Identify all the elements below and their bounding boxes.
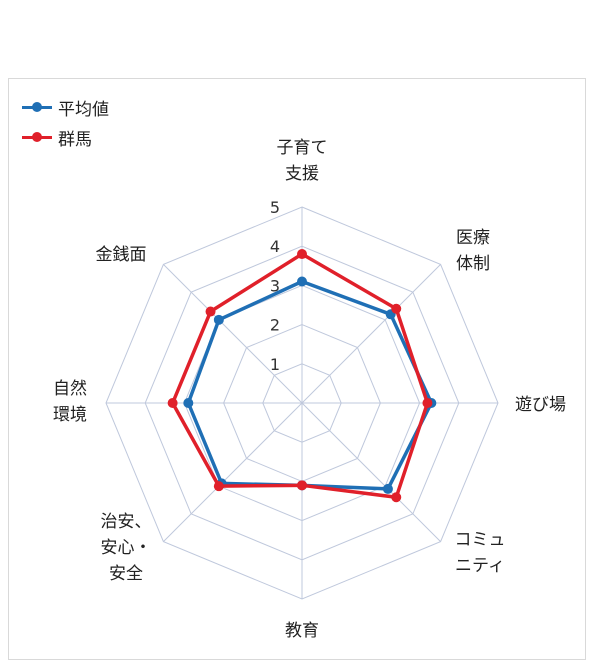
tick-label-3: 3 — [270, 276, 280, 295]
legend-item-series-2: 群馬 — [22, 122, 109, 152]
tick-label-1: 1 — [270, 355, 280, 374]
axis-spoke-5 — [163, 402, 303, 542]
axis-label-0: 子育て支援 — [277, 138, 328, 184]
legend-item-series-1: 平均値 — [22, 92, 109, 122]
data-point-s1-3 — [382, 483, 393, 494]
data-point-s2-7 — [205, 306, 216, 317]
axis-spoke-1 — [301, 264, 441, 404]
data-point-s1-6 — [183, 398, 194, 408]
data-point-s2-1 — [391, 303, 402, 314]
axis-spoke-3 — [301, 402, 441, 542]
tick-label-4: 4 — [270, 237, 280, 256]
radar-grid — [105, 206, 499, 600]
axis-label-6: 自然環境 — [53, 379, 87, 425]
axis-label-2: 遊び場 — [515, 395, 566, 415]
data-point-s2-5 — [213, 481, 224, 492]
axis-label-4: 教育 — [285, 621, 319, 641]
axis-label-7: 金銭面 — [96, 245, 147, 265]
legend: 平均値 群馬 — [22, 92, 109, 152]
legend-swatch-series-1 — [22, 100, 52, 114]
legend-label-series-1: 平均値 — [58, 99, 109, 120]
legend-label-series-2: 群馬 — [58, 129, 92, 150]
data-point-s2-2 — [422, 398, 433, 408]
data-point-s1-7 — [213, 314, 224, 325]
data-point-s2-4 — [297, 480, 307, 491]
tick-label-2: 2 — [270, 316, 280, 335]
chart-frame — [8, 78, 586, 660]
data-point-s2-3 — [391, 492, 402, 503]
axis-label-1: 医療体制 — [456, 228, 490, 274]
legend-swatch-series-2 — [22, 130, 52, 144]
data-point-s2-0 — [297, 249, 307, 260]
tick-label-5: 5 — [270, 198, 280, 217]
data-point-s1-0 — [297, 276, 307, 287]
series-2 — [167, 249, 433, 503]
axis-label-3: コミュニティ — [455, 530, 506, 576]
axis-spoke-7 — [163, 264, 303, 404]
axis-label-5: 治安、安心・安全 — [101, 512, 152, 584]
data-point-s2-6 — [167, 398, 178, 408]
